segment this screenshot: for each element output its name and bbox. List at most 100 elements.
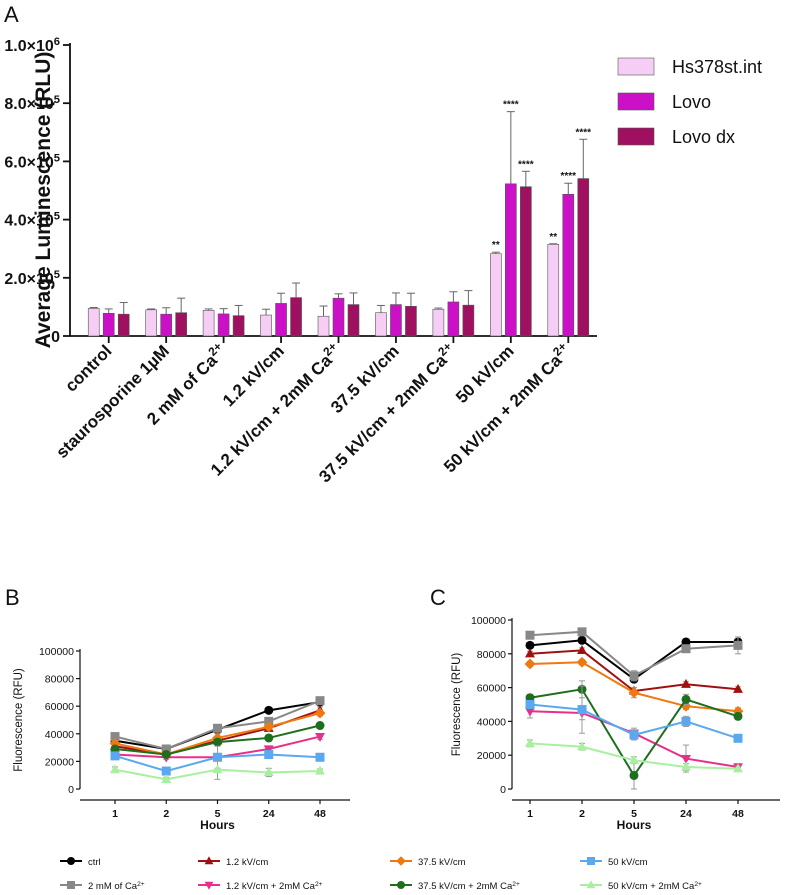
y-tick-label: 6.0×105 bbox=[4, 152, 60, 171]
legend-label: Lovo bbox=[672, 92, 711, 112]
marker bbox=[525, 640, 535, 650]
marker bbox=[204, 881, 214, 890]
bar bbox=[390, 304, 402, 337]
legend-label-text: 37.5 kV/cm bbox=[418, 857, 466, 868]
bar bbox=[202, 310, 215, 337]
significance-stars: **** bbox=[518, 159, 534, 170]
bar bbox=[432, 308, 445, 337]
legend-label: 50 kV/cm + 2mM Ca2+ bbox=[608, 881, 702, 893]
marker bbox=[67, 857, 75, 865]
series-line bbox=[529, 630, 739, 677]
y-tick-exponent: 5 bbox=[54, 152, 60, 164]
marker bbox=[213, 752, 222, 762]
marker bbox=[161, 744, 171, 754]
marker bbox=[525, 648, 535, 658]
legend-label-text: 1.2 kV/cm bbox=[226, 857, 268, 868]
legend-label: ctrl bbox=[88, 857, 101, 868]
x-category-label: control bbox=[61, 341, 115, 395]
x-tick-label: 2 bbox=[163, 808, 169, 820]
y-tick-mantissa: 8.0×10 bbox=[4, 96, 53, 113]
bar bbox=[332, 297, 345, 337]
marker bbox=[577, 635, 587, 645]
x-tick-label: 24 bbox=[680, 808, 692, 820]
marker bbox=[315, 752, 325, 762]
marker bbox=[577, 705, 587, 715]
y-tick-exponent: 6 bbox=[54, 36, 60, 48]
y-tick-label: 40000 bbox=[477, 716, 506, 728]
x-tick-label: 48 bbox=[314, 808, 326, 820]
bar bbox=[562, 193, 575, 337]
legend-label-sup: 2+ bbox=[315, 881, 323, 888]
marker bbox=[629, 730, 639, 740]
y-tick-label: 2.0×105 bbox=[4, 269, 60, 288]
bar bbox=[462, 304, 475, 337]
legend-label-text: 37.5 kV/cm + 2mM Ca bbox=[418, 881, 513, 892]
y-axis-title: Fluorescence (RFU) bbox=[13, 668, 25, 772]
marker bbox=[263, 721, 275, 733]
bar bbox=[217, 313, 230, 337]
bar-chart-panel-a: 02.0×1054.0×1056.0×1058.0×1051.0×106Aver… bbox=[4, 36, 762, 486]
legend-label: Hs378st.int bbox=[672, 57, 762, 77]
marker bbox=[110, 744, 120, 754]
bar bbox=[447, 301, 460, 337]
y-axis-title: Average Luminescence (RLU) bbox=[32, 52, 55, 349]
bar bbox=[275, 303, 287, 337]
marker bbox=[264, 705, 274, 715]
bar bbox=[577, 178, 590, 337]
bar bbox=[520, 186, 532, 337]
y-tick-label: 80000 bbox=[477, 649, 506, 661]
marker bbox=[733, 683, 743, 693]
y-tick-exponent: 5 bbox=[54, 211, 60, 223]
x-axis-title: Hours bbox=[617, 818, 652, 832]
bar bbox=[160, 313, 172, 337]
y-tick-mantissa: 0 bbox=[51, 329, 60, 346]
y-tick-label: 40000 bbox=[45, 729, 74, 741]
series-k50ca bbox=[110, 759, 325, 783]
y-axis-title: Fluorescence (RFU) bbox=[451, 653, 463, 757]
marker bbox=[315, 732, 325, 742]
bar bbox=[290, 297, 302, 337]
series-k50ca bbox=[525, 737, 743, 773]
x-tick-label: 5 bbox=[215, 808, 221, 820]
y-tick-label: 4.0×105 bbox=[4, 211, 60, 230]
legend-label-sup: 2+ bbox=[694, 881, 702, 888]
marker bbox=[525, 700, 535, 709]
marker bbox=[577, 645, 587, 655]
marker bbox=[525, 737, 535, 747]
marker bbox=[315, 721, 325, 731]
y-tick-label: 0 bbox=[51, 329, 60, 346]
legend-label-text: ctrl bbox=[88, 857, 101, 868]
bar bbox=[375, 312, 387, 337]
marker bbox=[525, 693, 535, 703]
marker bbox=[264, 716, 274, 726]
legend-label: 1.2 kV/cm + 2mM Ca2+ bbox=[226, 881, 323, 893]
legend-label-sup: 2+ bbox=[137, 881, 145, 888]
bar bbox=[317, 315, 330, 337]
marker bbox=[161, 766, 171, 776]
y-tick-label: 100000 bbox=[39, 646, 74, 658]
panel-c-letter: C bbox=[430, 585, 446, 610]
legend-label-text: 50 kV/cm + 2mM Ca bbox=[608, 881, 695, 892]
legend-label-text: 50 kV/cm bbox=[608, 857, 648, 868]
bar bbox=[490, 253, 502, 337]
x-category-label-text: 50 kV/cm + 2mM Ca bbox=[440, 351, 566, 477]
marker bbox=[264, 733, 274, 743]
y-tick-label: 0 bbox=[500, 784, 506, 796]
x-tick-label: 1 bbox=[112, 808, 118, 820]
marker bbox=[681, 637, 691, 647]
y-tick-exponent: 5 bbox=[54, 269, 60, 281]
y-tick-label: 1.0×106 bbox=[4, 36, 60, 55]
y-tick-label: 60000 bbox=[477, 683, 506, 695]
marker bbox=[681, 644, 691, 654]
marker bbox=[264, 750, 274, 759]
y-tick-label: 60000 bbox=[45, 701, 74, 713]
panel-b-letter: B bbox=[5, 585, 20, 610]
y-tick-exponent: 5 bbox=[54, 94, 60, 106]
marker bbox=[315, 696, 325, 706]
bar bbox=[232, 315, 245, 337]
marker bbox=[161, 750, 171, 759]
legend-label-text: 1.2 kV/cm + 2mM Ca bbox=[226, 881, 316, 892]
marker bbox=[110, 764, 120, 774]
x-category-label: staurosporine 1µM bbox=[52, 341, 173, 462]
